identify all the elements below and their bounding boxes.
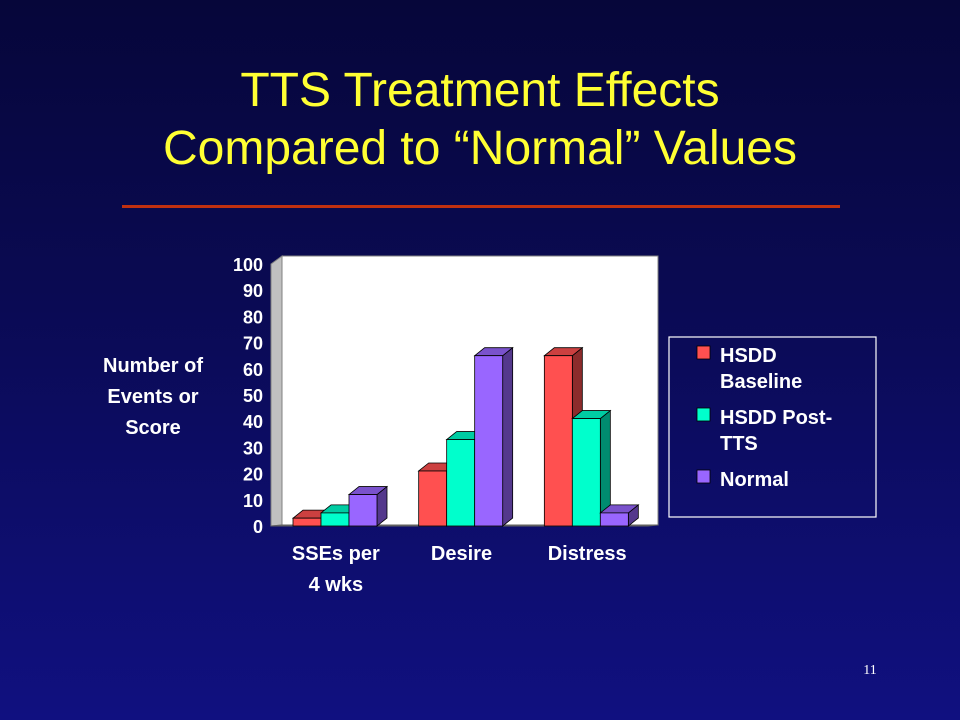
bar (446, 439, 476, 527)
y-tick-label: 80 (243, 307, 263, 327)
y-tick-label: 0 (253, 517, 263, 537)
x-category-label: Desire (431, 543, 492, 565)
slide-title: TTS Treatment Effects Compared to “Norma… (60, 62, 900, 178)
page-number: 11 (863, 663, 877, 678)
legend-label: Baseline (720, 371, 802, 393)
x-category-label: SSEs per (292, 543, 380, 565)
x-category-label: 4 wks (309, 574, 363, 596)
slide-title-line-2: Compared to “Normal” Values (162, 122, 797, 175)
bar (474, 355, 504, 527)
bar-side (502, 346, 514, 527)
bar (292, 517, 322, 527)
y-tick-label: 20 (243, 465, 263, 485)
y-tick-label: 100 (233, 255, 263, 275)
slide-title-line-1: TTS Treatment Effects (240, 64, 720, 117)
y-axis-label: Score (125, 417, 181, 439)
y-tick-label: 60 (243, 360, 263, 380)
plot-side-wall (270, 255, 283, 527)
legend-label: HSDD (720, 345, 777, 367)
bar (348, 494, 378, 527)
y-tick-label: 50 (243, 386, 263, 406)
x-category-label: Distress (548, 543, 627, 565)
bar (571, 418, 601, 527)
y-tick-label: 90 (243, 281, 263, 301)
y-tick-label: 70 (243, 334, 263, 354)
bar (320, 512, 350, 527)
legend-swatch (696, 407, 711, 422)
title-divider (122, 205, 840, 208)
legend-swatch (696, 469, 711, 484)
legend-label: HSDD Post- (720, 407, 832, 429)
legend-box (668, 336, 877, 518)
y-tick-label: 10 (243, 491, 263, 511)
y-axis-label: Number of (103, 355, 203, 377)
y-tick-label: 40 (243, 412, 263, 432)
legend-label: TTS (720, 433, 758, 455)
legend-label: Normal (720, 469, 789, 491)
y-tick-label: 30 (243, 438, 263, 458)
bar (599, 512, 629, 527)
bar (543, 355, 573, 527)
legend-swatch (696, 345, 711, 360)
y-axis-label: Events or (107, 386, 198, 408)
bar (418, 470, 448, 527)
